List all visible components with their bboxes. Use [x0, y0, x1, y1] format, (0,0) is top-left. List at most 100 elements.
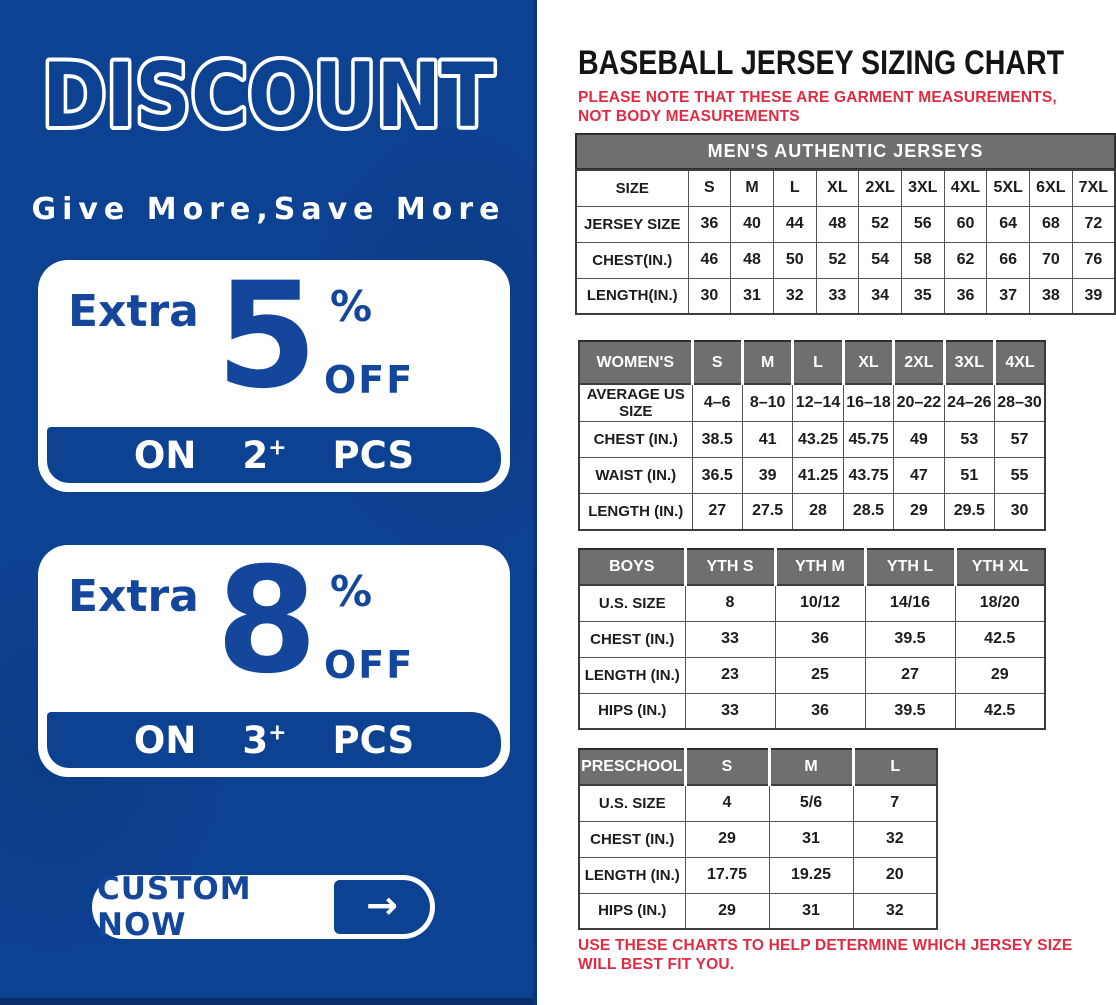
preschool-sizing-table: PRESCHOOL S M L U.S. SIZE 4 5/6 7 CHEST (IN.) 29 3…: [578, 748, 938, 930]
value-cell: 42.5: [954, 692, 1046, 730]
value-cell: 32: [772, 277, 817, 315]
value-cell: 64: [986, 205, 1030, 243]
value-cell: 36: [943, 277, 988, 315]
value-cell: 39: [741, 457, 794, 494]
value-cell: 7XL: [1071, 169, 1116, 207]
header-cell: YTH L: [863, 548, 956, 586]
value-cell: 2XL: [858, 169, 902, 207]
value-cell: M: [730, 169, 774, 207]
header-cell: 3XL: [942, 340, 996, 385]
value-cell: 49: [893, 421, 945, 458]
row-label-cell: HIPS (IN.): [578, 692, 686, 730]
value-cell: 38: [1029, 277, 1073, 315]
row-label-cell: U.S. SIZE: [578, 784, 686, 822]
on-label: ON: [133, 718, 197, 762]
row-label-cell: HIPS (IN.): [578, 892, 686, 930]
value-cell: 4XL: [943, 169, 988, 207]
value-cell: 66: [986, 241, 1030, 279]
value-cell: 62: [943, 241, 988, 279]
value-cell: 34: [858, 277, 902, 315]
value-cell: 60: [943, 205, 988, 243]
row-label-cell: CHEST (IN.): [578, 421, 693, 458]
value-cell: 33: [684, 620, 776, 658]
value-cell: 28–30: [994, 383, 1046, 422]
value-cell: L: [772, 169, 817, 207]
header-cell: M: [740, 340, 794, 385]
fit-advice-note: USE THESE CHARTS TO HELP DETERMINE WHICH…: [578, 937, 1073, 974]
value-cell: 42.5: [954, 620, 1046, 658]
row-label-cell: LENGTH(IN.): [575, 277, 689, 315]
womens-sizing-table: WOMEN'S S M L XL 2XL 3XL 4XL AVERAGE US SIZE 4–6 8…: [578, 340, 1046, 531]
value-cell: 37: [986, 277, 1030, 315]
value-cell: 33: [815, 277, 860, 315]
value-cell: 27: [691, 493, 743, 530]
offer-card-8-percent: Extra 8 % OFF ON 3+ PCS: [38, 545, 510, 777]
value-cell: 38.5: [691, 421, 743, 458]
row-label-cell: U.S. SIZE: [578, 584, 686, 622]
value-cell: 6XL: [1029, 169, 1073, 207]
value-cell: 39: [1071, 277, 1116, 315]
row-label-cell: CHEST(IN.): [575, 241, 689, 279]
value-cell: 46: [687, 241, 732, 279]
value-cell: 12–14: [792, 383, 844, 422]
discount-headline: DISCOUNT: [38, 40, 498, 151]
row-label-cell: WAIST (IN.): [578, 457, 693, 494]
value-cell: 45.75: [842, 421, 895, 458]
value-cell: 16–18: [842, 383, 895, 422]
quantity: 2+: [242, 433, 287, 477]
offer-percent-value: 8: [216, 536, 318, 706]
header-cell: PRESCHOOL: [578, 748, 686, 786]
row-label-cell: CHEST (IN.): [578, 620, 686, 658]
discount-headline-text: DISCOUNT: [42, 44, 494, 147]
value-cell: 4–6: [691, 383, 743, 422]
value-cell: 17.75: [684, 856, 770, 894]
value-cell: 72: [1071, 205, 1116, 243]
value-cell: 53: [943, 421, 996, 458]
value-cell: 3XL: [900, 169, 945, 207]
value-cell: 7: [852, 784, 938, 822]
value-cell: 25: [774, 656, 866, 694]
arrow-right-icon: →: [366, 883, 398, 927]
pcs-label: PCS: [332, 433, 415, 477]
header-cell: YTH M: [773, 548, 866, 586]
value-cell: 52: [815, 241, 860, 279]
value-cell: 28.5: [842, 493, 895, 530]
value-cell: 31: [768, 820, 854, 858]
header-cell: S: [690, 340, 743, 385]
row-label-cell: LENGTH (IN.): [578, 656, 686, 694]
value-cell: 47: [893, 457, 945, 494]
value-cell: 31: [768, 892, 854, 930]
value-cell: 43.25: [792, 421, 844, 458]
header-cell: BOYS: [578, 548, 686, 586]
value-cell: 24–26: [943, 383, 996, 422]
custom-now-button[interactable]: CUSTOM NOW →: [92, 871, 435, 943]
value-cell: 54: [858, 241, 902, 279]
value-cell: 5/6: [768, 784, 854, 822]
offer-prefix: Extra: [68, 286, 199, 337]
mens-sizing-table: SIZE S M L XL 2XL 3XL 4XL 5XL 6XL 7XL JERSEY SIZE 36…: [575, 169, 1116, 315]
row-label-cell: CHEST (IN.): [578, 820, 686, 858]
value-cell: 41.25: [792, 457, 844, 494]
value-cell: 36: [774, 620, 866, 658]
value-cell: 36.5: [691, 457, 743, 494]
value-cell: 8–10: [741, 383, 794, 422]
value-cell: 41: [741, 421, 794, 458]
value-cell: 10/12: [774, 584, 866, 622]
value-cell: 70: [1029, 241, 1073, 279]
value-cell: 27: [864, 656, 956, 694]
plus-sign: +: [268, 720, 287, 746]
off-label: OFF: [324, 358, 415, 402]
value-cell: S: [687, 169, 732, 207]
value-cell: 30: [687, 277, 732, 315]
value-cell: 58: [900, 241, 945, 279]
value-cell: 18/20: [954, 584, 1046, 622]
garment-measurement-note: PLEASE NOTE THAT THESE ARE GARMENT MEASU…: [578, 89, 1057, 126]
sizing-chart-panel: BASEBALL JERSEY SIZING CHART PLEASE NOTE…: [537, 0, 1116, 1005]
value-cell: 51: [943, 457, 996, 494]
value-cell: 36: [687, 205, 732, 243]
sizing-chart-title: BASEBALL JERSEY SIZING CHART: [578, 44, 1065, 82]
value-cell: 29: [954, 656, 1046, 694]
value-cell: 20: [852, 856, 938, 894]
value-cell: 29: [684, 892, 770, 930]
